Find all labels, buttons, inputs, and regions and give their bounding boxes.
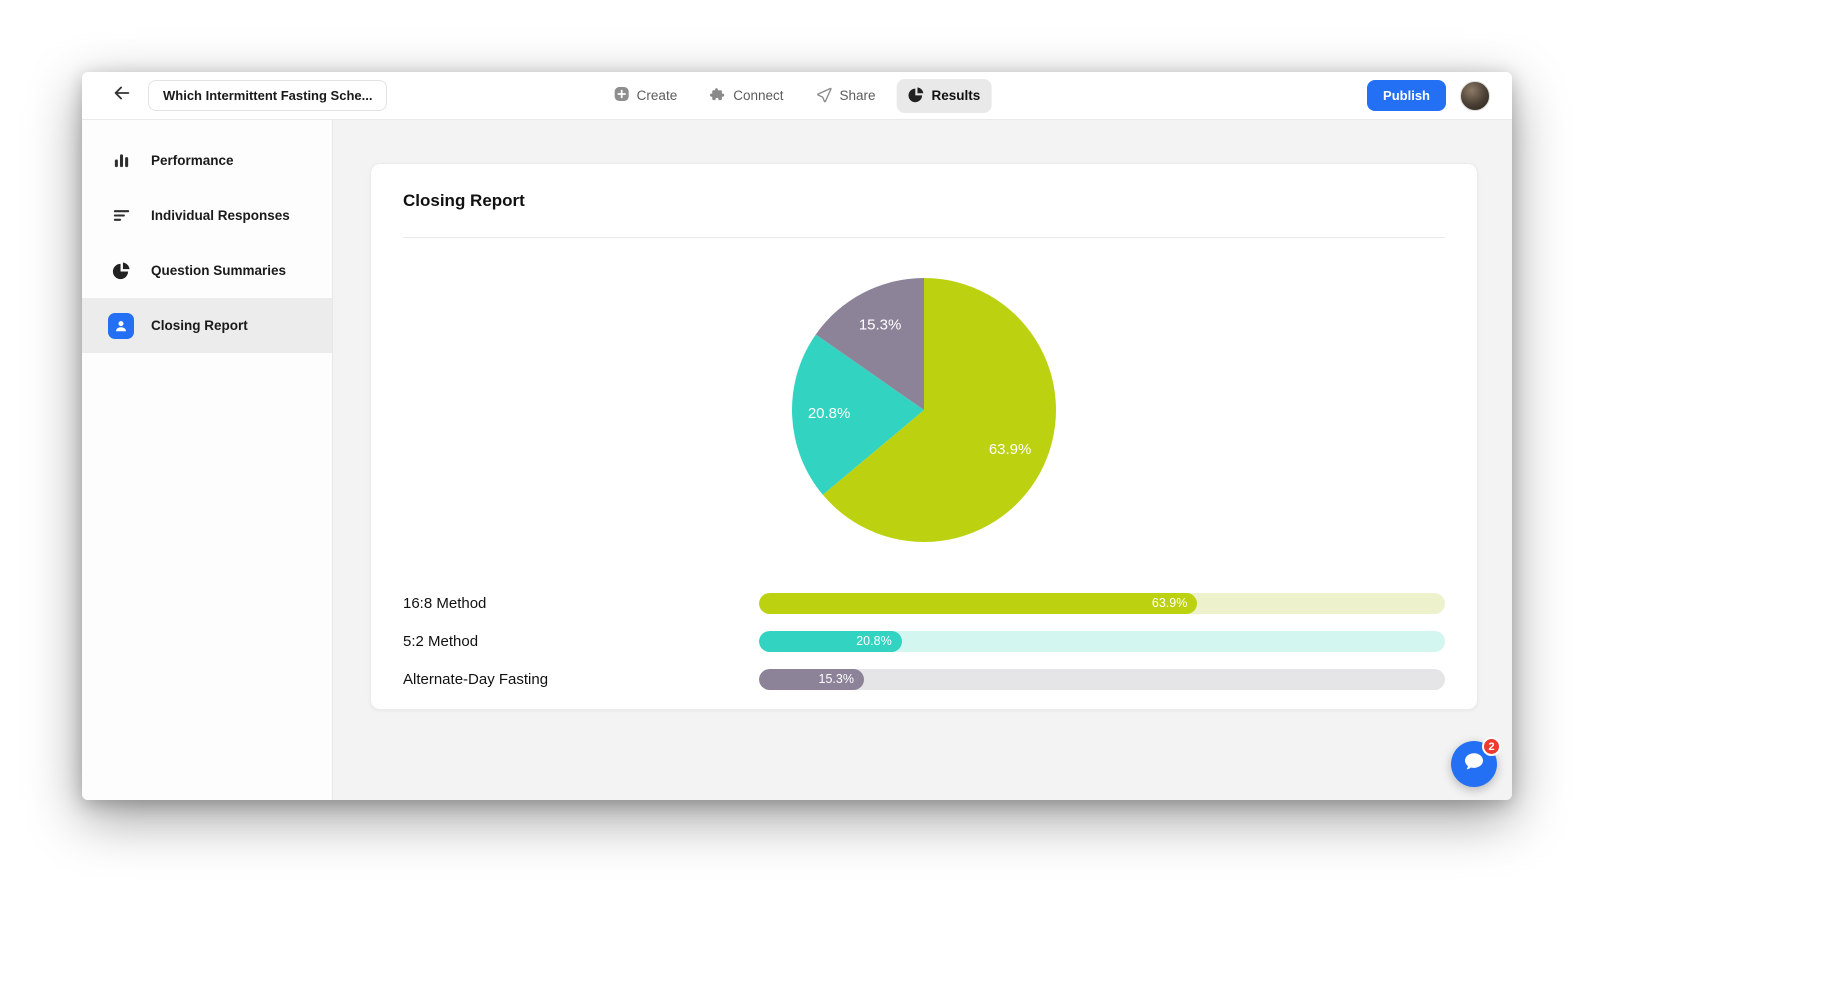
paper-plane-icon — [816, 86, 833, 106]
result-bar-value: 20.8% — [856, 634, 892, 648]
nav-results[interactable]: Results — [896, 78, 992, 113]
pie-slice-label: 63.9% — [989, 441, 1032, 458]
result-label: 16:8 Method — [403, 594, 487, 612]
bar-chart-icon — [108, 148, 134, 174]
result-bar-value: 63.9% — [1151, 596, 1188, 610]
pie-slice-label: 15.3% — [859, 317, 902, 334]
nav-connect-label: Connect — [733, 88, 784, 103]
main-nav: Create Connect Share Results — [603, 72, 992, 119]
person-icon — [108, 312, 134, 339]
nav-share-label: Share — [839, 88, 876, 103]
pie-icon — [108, 258, 134, 284]
result-bar-track: 63.9% — [759, 592, 1445, 614]
result-bar-fill: 20.8% — [759, 630, 902, 652]
sidebar-item-label: Closing Report — [151, 318, 248, 333]
sidebar-item-individual-responses[interactable]: Individual Responses — [82, 188, 332, 243]
nav-create-label: Create — [636, 88, 678, 103]
results-list: 16:8 Method 63.9% 5:2 Method 20.8% — [403, 584, 1445, 698]
back-arrow-icon — [111, 82, 133, 109]
nav-connect[interactable]: Connect — [698, 79, 794, 113]
nav-results-label: Results — [931, 88, 981, 103]
result-bar-fill: 15.3% — [759, 668, 864, 690]
pie-chart: 63.9% 20.8% 15.3% — [792, 278, 1056, 542]
nav-share[interactable]: Share — [805, 79, 887, 113]
chat-unread-badge: 2 — [1482, 737, 1501, 756]
plus-square-icon — [614, 86, 630, 105]
sidebar-item-label: Individual Responses — [151, 208, 290, 223]
app-window: Which Intermittent Fasting Sche... Creat… — [82, 72, 1512, 800]
result-row: Alternate-Day Fasting 15.3% — [403, 660, 1445, 698]
sidebar: Performance Individual Responses Questio… — [82, 120, 333, 800]
sidebar-item-closing-report[interactable]: Closing Report — [82, 298, 332, 353]
sidebar-item-question-summaries[interactable]: Question Summaries — [82, 243, 332, 298]
avatar[interactable] — [1460, 80, 1490, 111]
pie-slice — [815, 278, 924, 410]
result-bar-value: 15.3% — [818, 672, 854, 686]
pie-slice-label: 20.8% — [808, 405, 851, 422]
chat-bubble-icon — [1462, 750, 1486, 779]
app-body: Performance Individual Responses Questio… — [82, 120, 1512, 800]
sidebar-item-label: Question Summaries — [151, 263, 287, 278]
back-button[interactable] — [108, 82, 136, 110]
pie-slice — [792, 334, 924, 495]
publish-button[interactable]: Publish — [1367, 80, 1446, 111]
result-row: 16:8 Method 63.9% — [403, 584, 1445, 622]
result-row: 5:2 Method 20.8% — [403, 622, 1445, 660]
result-bar-fill: 63.9% — [759, 592, 1198, 614]
nav-create[interactable]: Create — [603, 79, 689, 112]
survey-title-pill[interactable]: Which Intermittent Fasting Sche... — [148, 80, 388, 111]
result-label: Alternate-Day Fasting — [403, 670, 549, 688]
topbar: Which Intermittent Fasting Sche... Creat… — [82, 72, 1512, 120]
closing-report-card: Closing Report 63.9% 20.8% 15.3% 16:8 Meth… — [370, 163, 1478, 710]
chat-launcher-button[interactable]: 2 — [1451, 737, 1501, 787]
pie-icon — [908, 86, 925, 106]
topbar-right: Publish — [1367, 80, 1490, 111]
main-content: Closing Report 63.9% 20.8% 15.3% 16:8 Meth… — [333, 120, 1512, 800]
card-title: Closing Report — [403, 191, 525, 210]
sidebar-item-performance[interactable]: Performance — [82, 133, 332, 188]
list-lines-icon — [108, 203, 134, 229]
sidebar-item-label: Performance — [151, 153, 234, 168]
puzzle-icon — [709, 86, 726, 106]
divider — [403, 237, 1445, 238]
pie-chart-wrap: 63.9% 20.8% 15.3% — [403, 276, 1445, 544]
result-bar-track: 20.8% — [759, 630, 1445, 652]
pie-slice — [822, 278, 1056, 542]
result-label: 5:2 Method — [403, 632, 479, 650]
result-bar-track: 15.3% — [759, 668, 1445, 690]
